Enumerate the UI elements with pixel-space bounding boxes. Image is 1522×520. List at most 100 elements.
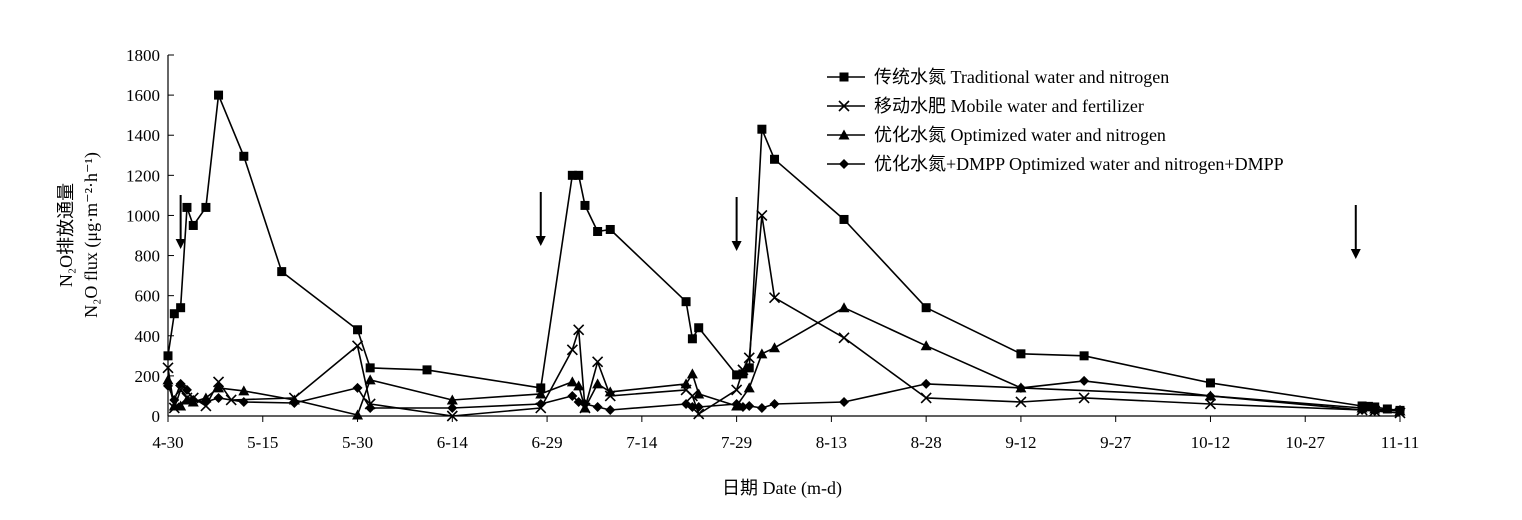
data-point	[535, 388, 547, 399]
y-tick-label: 0	[152, 407, 161, 426]
data-point	[1395, 404, 1405, 415]
data-point	[744, 400, 755, 411]
data-point	[693, 401, 704, 412]
data-point	[188, 394, 199, 405]
fertilization-arrowhead	[535, 236, 546, 246]
data-point	[289, 397, 300, 408]
data-point	[1369, 405, 1380, 416]
legend-marker	[838, 129, 850, 140]
x-tick-label: 6-14	[437, 433, 469, 452]
data-point	[768, 292, 781, 304]
data-point	[579, 398, 590, 409]
data-point	[364, 374, 376, 385]
data-point	[731, 384, 743, 396]
data-point	[693, 408, 705, 420]
data-point	[693, 388, 705, 399]
data-point	[353, 325, 363, 335]
data-point	[1204, 398, 1217, 410]
data-point	[921, 303, 931, 313]
data-point	[213, 382, 225, 393]
data-point	[769, 342, 781, 353]
x-tick-label: 9-12	[1005, 433, 1036, 452]
x-tick-label: 5-30	[342, 433, 373, 452]
data-point	[687, 334, 697, 344]
y-tick-label: 1800	[126, 46, 160, 65]
data-point	[181, 394, 193, 405]
data-point	[567, 170, 577, 180]
data-point	[238, 396, 249, 407]
data-point	[169, 394, 180, 405]
data-point	[921, 378, 932, 389]
x-tick-label: 10-12	[1191, 433, 1231, 452]
data-point	[175, 378, 186, 389]
y-tick-label: 800	[135, 247, 161, 266]
fertilization-arrowhead	[731, 241, 742, 251]
data-point	[1205, 378, 1215, 388]
legend-marker	[838, 100, 850, 112]
data-point	[446, 410, 458, 422]
series-line-4	[167, 380, 1401, 412]
data-point	[770, 154, 780, 164]
x-tick-label: 10-27	[1285, 433, 1325, 452]
data-point	[214, 90, 224, 100]
data-point	[744, 363, 754, 373]
data-point	[566, 376, 578, 387]
data-point	[757, 124, 767, 134]
data-point	[446, 394, 458, 405]
data-point	[188, 220, 198, 230]
y-axis-title-line1: N₂O排放通量	[56, 183, 76, 287]
legend-label: 优化水氮+DMPP Optimized water and nitrogen+D…	[874, 154, 1284, 174]
data-point	[573, 380, 585, 391]
data-point	[567, 390, 578, 401]
data-point	[839, 214, 849, 224]
data-point	[176, 303, 186, 313]
data-point	[1079, 351, 1089, 361]
data-point	[1015, 396, 1027, 408]
fertilization-arrowhead	[1350, 249, 1361, 259]
series-line-1	[167, 94, 1401, 412]
data-point	[604, 386, 616, 397]
y-tick-label: 400	[135, 327, 161, 346]
data-point	[574, 170, 584, 180]
data-point	[238, 385, 250, 396]
data-point	[756, 348, 768, 359]
data-point	[212, 376, 225, 388]
data-point	[566, 344, 578, 356]
data-point	[181, 384, 192, 395]
data-point	[680, 378, 692, 389]
data-point	[163, 380, 173, 391]
fertilization-arrowhead	[175, 239, 186, 249]
x-tick-label: 7-14	[626, 433, 658, 452]
data-point	[1078, 392, 1090, 404]
series-line-3	[167, 306, 1401, 416]
data-point	[686, 390, 698, 402]
data-point	[756, 209, 768, 222]
legend-label: 传统水氮 Traditional water and nitrogen	[874, 67, 1169, 87]
data-point	[169, 309, 179, 319]
data-point	[605, 224, 615, 234]
data-point	[365, 363, 375, 373]
legend-marker	[839, 159, 849, 169]
data-point	[920, 340, 932, 351]
data-point	[1357, 404, 1368, 415]
y-tick-label: 1400	[126, 126, 160, 145]
data-point	[1205, 390, 1216, 401]
data-point	[365, 402, 376, 413]
data-point	[239, 151, 249, 161]
plot-area: 0 200 400 600 800 1000 1200 1400 1600 1800 4-30 5-1…	[126, 46, 1419, 452]
y-tick-label: 200	[135, 367, 161, 386]
data-point	[162, 362, 174, 374]
y-axis-title-line2: N₂O flux (μg·m⁻²·h⁻¹)	[81, 152, 102, 318]
y-tick-label: 1200	[126, 166, 160, 185]
data-point	[838, 332, 850, 344]
data-point	[592, 378, 604, 389]
data-point	[352, 382, 363, 393]
x-tick-label: 8-28	[911, 433, 942, 452]
x-tick-label: 4-30	[152, 433, 183, 452]
series-line-2	[167, 214, 1401, 417]
data-point	[838, 302, 850, 313]
data-point	[1016, 349, 1026, 359]
data-point	[352, 409, 364, 420]
data-point	[732, 370, 742, 380]
